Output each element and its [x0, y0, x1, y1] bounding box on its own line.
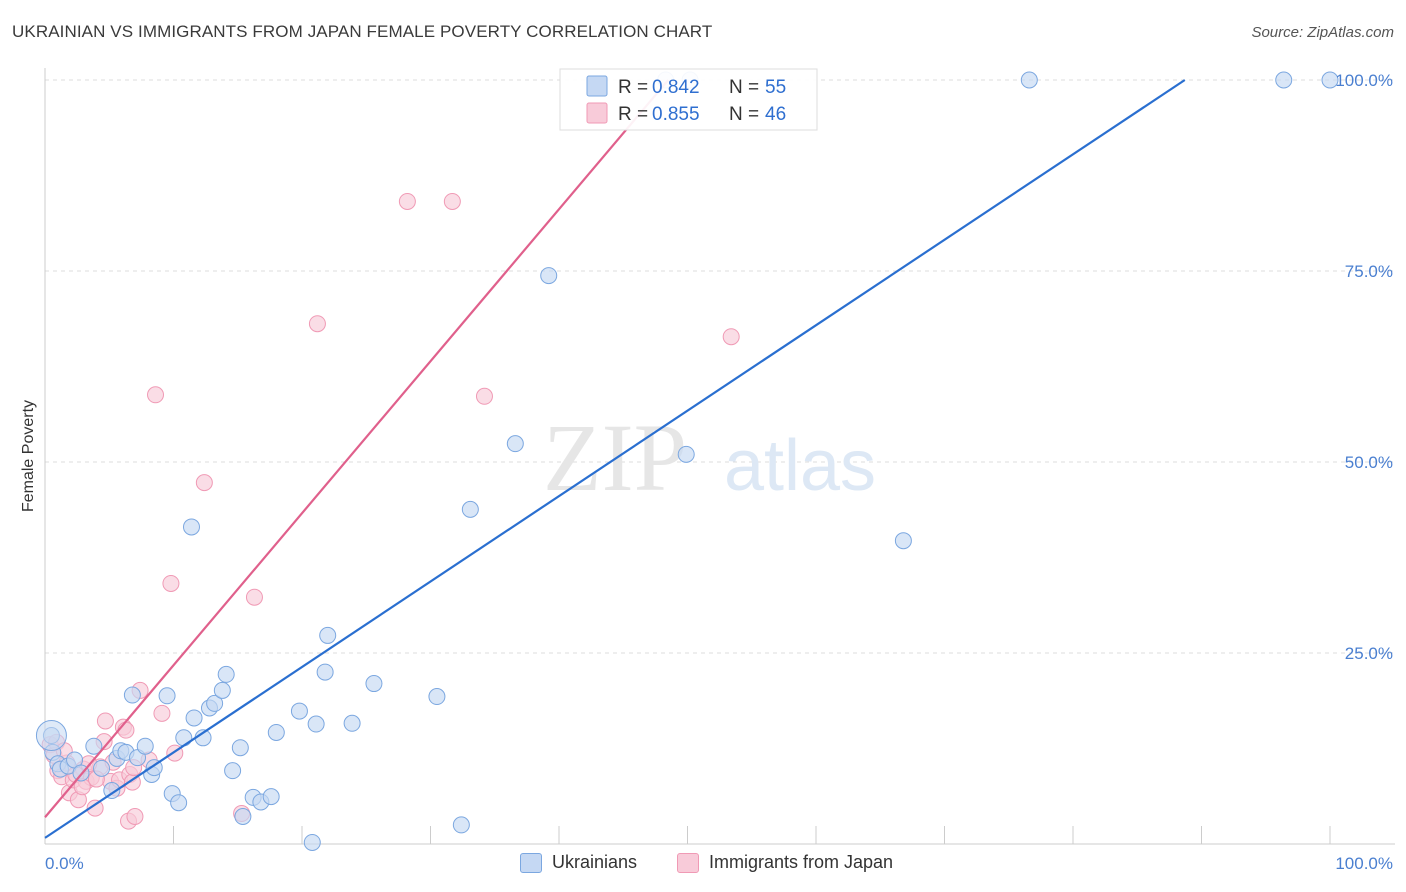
y-tick-label: 100.0% [1335, 71, 1393, 90]
legend-item-ukrainians[interactable]: Ukrainians [520, 852, 637, 873]
n-value: 55 [765, 77, 786, 98]
source-label: Source: ZipAtlas.com [1251, 24, 1394, 41]
gridlines [45, 79, 1395, 654]
tick-labels: 25.0% 50.0% 75.0% 100.0% 0.0% 100.0% [45, 71, 1393, 873]
point-japan [195, 474, 213, 492]
n-label: N = [729, 77, 759, 98]
point-ukrainians [213, 681, 231, 699]
point-ukrainians [677, 445, 695, 463]
point-ukrainians [267, 723, 285, 741]
point-ukrainians [1321, 71, 1339, 89]
point-japan [722, 328, 740, 346]
point-japan [245, 588, 263, 606]
y-tick-label: 75.0% [1345, 262, 1393, 281]
point-japan [398, 192, 416, 210]
point-ukrainians [158, 687, 176, 705]
point-japan [153, 704, 171, 722]
point-ukrainians [217, 665, 235, 683]
r-value: 0.842 [652, 77, 700, 98]
point-ukrainians [540, 267, 558, 285]
data-points [35, 71, 1339, 851]
point-ukrainians [234, 807, 252, 825]
n-label: N = [729, 104, 759, 125]
legend-swatch-japan [677, 852, 699, 873]
point-ukrainians-cluster [35, 720, 67, 752]
legend-swatch-japan-stats [586, 102, 608, 124]
trend-line-japan [44, 79, 670, 818]
legend-item-japan[interactable]: Immigrants from Japan [677, 852, 893, 873]
point-ukrainians [185, 709, 203, 727]
point-ukrainians [85, 737, 103, 755]
point-ukrainians [206, 694, 224, 712]
point-ukrainians [894, 532, 912, 550]
point-ukrainians [170, 794, 188, 812]
bottom-legend: Ukrainians Immigrants from Japan [0, 852, 1406, 878]
point-japan [117, 721, 135, 739]
trend-lines [44, 79, 1186, 839]
point-ukrainians [136, 737, 154, 755]
point-ukrainians [182, 518, 200, 536]
point-japan [86, 799, 104, 817]
trend-line-ukrainians [44, 79, 1186, 839]
y-tick-label: 50.0% [1345, 453, 1393, 472]
point-ukrainians [231, 739, 249, 757]
point-ukrainians [452, 816, 470, 834]
point-ukrainians [307, 715, 325, 733]
point-ukrainians [123, 686, 141, 704]
x-tick-label: 0.0% [45, 854, 84, 873]
r-value: 0.855 [652, 104, 700, 125]
chart-title: UKRAINIAN VS IMMIGRANTS FROM JAPAN FEMAL… [12, 22, 713, 41]
point-ukrainians [316, 663, 334, 681]
legend-label-japan: Immigrants from Japan [709, 852, 894, 872]
point-ukrainians [175, 729, 193, 747]
legend-label-ukrainians: Ukrainians [552, 852, 638, 872]
point-ukrainians [262, 788, 280, 806]
point-ukrainians [1275, 71, 1293, 89]
r-label: R = [618, 77, 648, 98]
point-ukrainians [319, 626, 337, 644]
y-tick-label: 25.0% [1345, 644, 1393, 663]
point-ukrainians [343, 714, 361, 732]
point-ukrainians [103, 782, 121, 800]
point-japan [147, 386, 165, 404]
point-japan [475, 387, 493, 405]
watermark-zip: ZIP [543, 404, 687, 511]
watermark-atlas: atlas [724, 426, 876, 506]
stats-legend: R = 0.842 N = 55 R = 0.855 N = 46 [559, 68, 818, 131]
point-japan [443, 192, 461, 210]
r-label: R = [618, 104, 648, 125]
point-ukrainians [428, 688, 446, 706]
n-value: 46 [765, 104, 786, 125]
x-tick-label: 100.0% [1335, 854, 1393, 873]
point-japan [162, 574, 180, 592]
point-ukrainians [506, 435, 524, 453]
point-ukrainians [303, 833, 321, 851]
point-ukrainians [461, 500, 479, 518]
legend-swatch-ukrainians-stats [586, 75, 608, 97]
point-japan [96, 712, 114, 730]
point-ukrainians [224, 762, 242, 780]
point-japan [126, 807, 144, 825]
point-ukrainians [93, 759, 111, 777]
point-ukrainians [1020, 71, 1038, 89]
point-japan [308, 315, 326, 333]
legend-swatch-ukrainians [520, 852, 542, 873]
point-ukrainians [290, 702, 308, 720]
axes [44, 68, 1395, 845]
point-ukrainians [365, 675, 383, 693]
